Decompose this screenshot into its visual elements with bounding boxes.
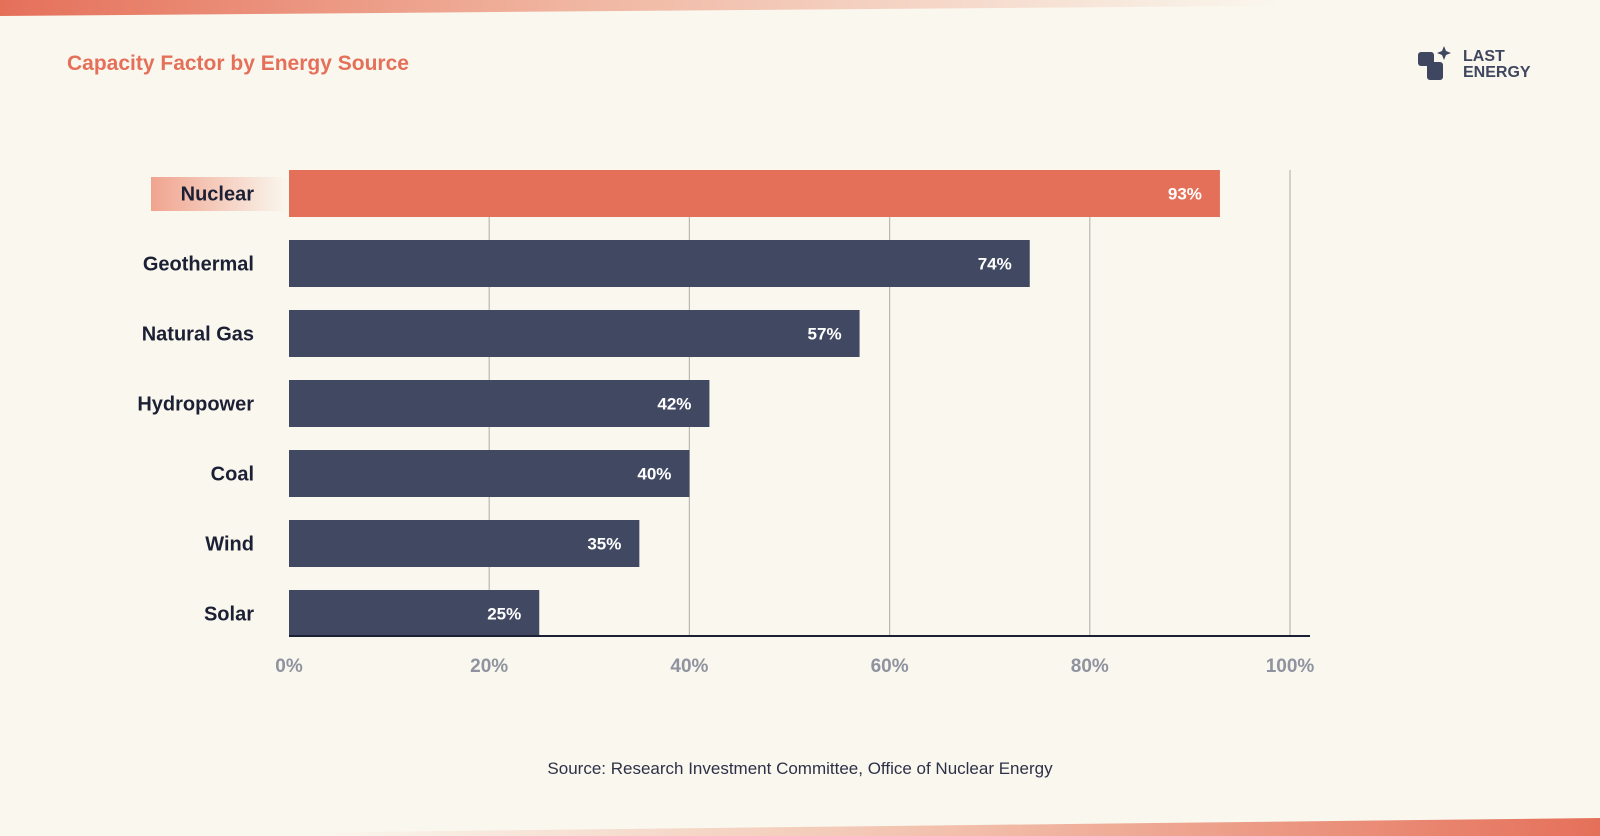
bar: [289, 310, 860, 357]
bar: [289, 240, 1030, 287]
last-energy-logo-icon: [1418, 46, 1451, 80]
category-label: Nuclear: [181, 184, 255, 206]
bar: [289, 450, 690, 497]
bar: [289, 170, 1220, 217]
source-note: Source: Research Investment Committee, O…: [547, 759, 1053, 778]
value-label: 74%: [978, 255, 1012, 274]
category-label: Coal: [211, 464, 254, 486]
bar: [289, 380, 710, 427]
x-tick-label: 80%: [1071, 656, 1109, 677]
logo-wordmark: LAST ENERGY: [1463, 49, 1531, 81]
bar: [289, 520, 640, 567]
value-label: 93%: [1168, 185, 1202, 204]
x-tick-label: 20%: [470, 656, 508, 677]
logo-line-1: LAST: [1463, 48, 1505, 65]
logo-line-2: ENERGY: [1463, 64, 1531, 81]
value-label: 42%: [657, 395, 691, 414]
category-label: Geothermal: [143, 254, 254, 276]
highlight-label-background: [151, 177, 288, 211]
chart-title: Capacity Factor by Energy Source: [67, 52, 409, 75]
category-label: Hydropower: [137, 394, 254, 416]
x-tick-label: 100%: [1266, 656, 1315, 677]
value-label: 57%: [808, 325, 842, 344]
category-label: Solar: [204, 604, 254, 626]
x-tick-label: 40%: [670, 656, 708, 677]
x-tick-label: 60%: [871, 656, 909, 677]
bar: [289, 590, 540, 637]
category-label: Wind: [205, 534, 254, 556]
value-label: 25%: [487, 605, 521, 624]
x-tick-label: 0%: [275, 656, 303, 677]
value-label: 35%: [587, 535, 621, 554]
value-label: 40%: [637, 465, 671, 484]
category-label: Natural Gas: [142, 324, 254, 346]
